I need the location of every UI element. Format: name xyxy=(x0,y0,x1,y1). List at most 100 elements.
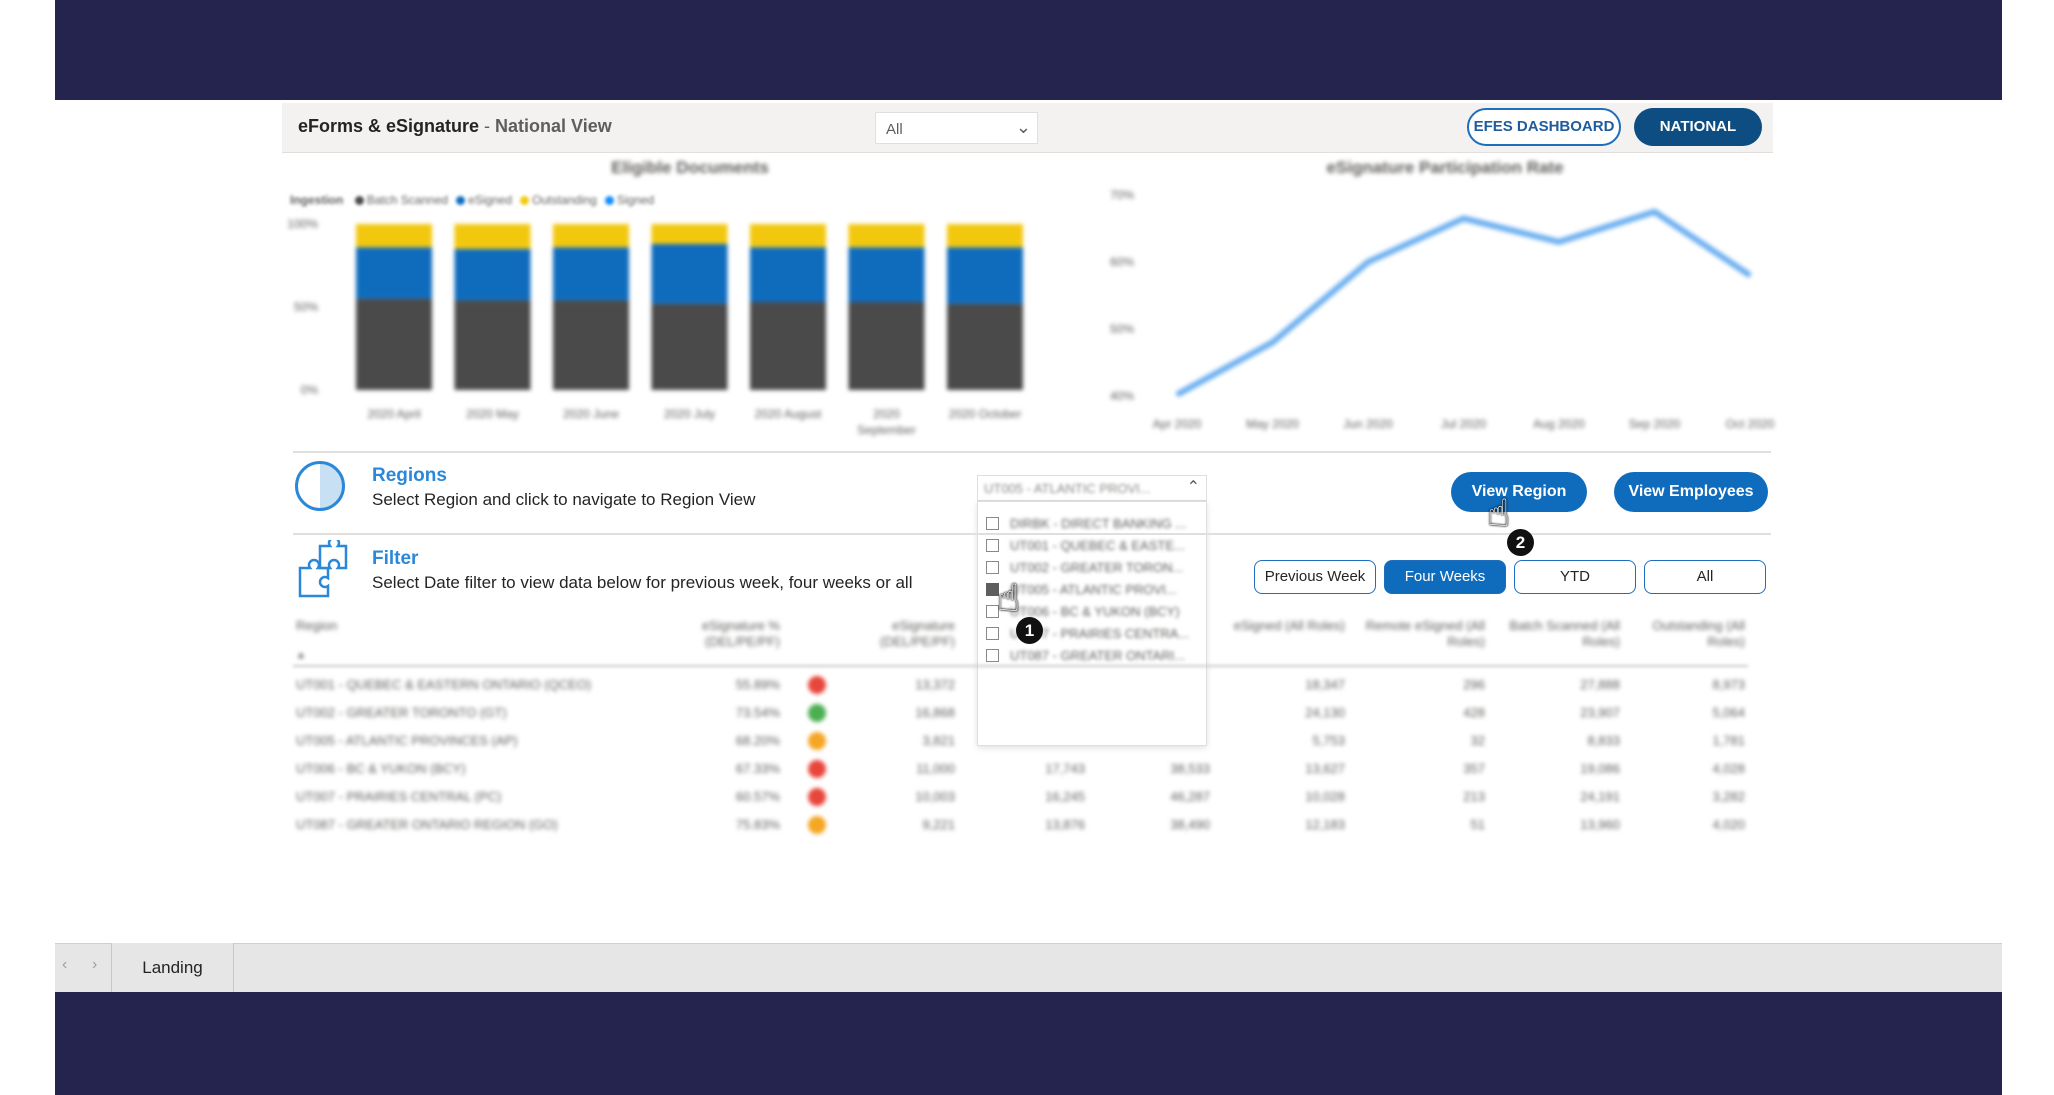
view-employees-button[interactable]: View Employees xyxy=(1614,472,1768,512)
filter-heading: Filter xyxy=(372,548,419,569)
header-filter-value: All xyxy=(886,121,903,138)
data-point xyxy=(1462,217,1465,220)
table-cell-c5: 46,287 xyxy=(1170,789,1210,804)
table-cell-outstanding: 1,781 xyxy=(1712,733,1745,748)
region-dropdown-list: DIRBK - DIRECT BANKING ... UT001 - QUEBEC… xyxy=(977,501,1207,746)
tab-prev-arrow-icon[interactable]: ‹ xyxy=(62,956,68,973)
bar-segment xyxy=(553,300,629,390)
x-tick-label: May 2020 xyxy=(1246,417,1299,431)
col-header-batch[interactable]: Batch Scanned (All Roles) xyxy=(1509,618,1620,649)
view-region-button[interactable]: View Region xyxy=(1451,472,1587,512)
table-cell-esigned: 12,183 xyxy=(1305,817,1345,832)
efes-dashboard-button[interactable]: EFES DASHBOARD xyxy=(1467,108,1621,146)
region-option-label: UT002 - GREATER TORON... xyxy=(1010,560,1184,575)
regions-description: Select Region and click to navigate to R… xyxy=(372,490,756,509)
table-cell-c5: 38,533 xyxy=(1170,761,1210,776)
line-chart-title: eSignature Participation Rate xyxy=(1326,158,1564,177)
data-point xyxy=(1653,210,1656,213)
region-option[interactable]: UT001 - QUEBEC & EASTE... xyxy=(986,536,1201,556)
tab-landing[interactable]: Landing xyxy=(111,943,234,992)
x-tick-label: 2020 May xyxy=(466,407,519,421)
table-cell-c5: 38,490 xyxy=(1170,817,1210,832)
region-option[interactable]: UT087 - GREATER ONTARI... xyxy=(986,646,1201,666)
region-option-label: UT001 - QUEBEC & EASTE... xyxy=(1010,538,1185,553)
table-cell-region: UT007 - PRAIRIES CENTRAL (PC) xyxy=(296,789,502,804)
bar-segment xyxy=(947,303,1023,390)
table-cell-esig: 9,221 xyxy=(922,817,955,832)
region-option[interactable]: UT002 - GREATER TORON... xyxy=(986,558,1201,578)
y-tick-label: 0% xyxy=(301,383,319,397)
table-cell-esig: 11,000 xyxy=(916,761,955,776)
table-cell-esig: 16,868 xyxy=(915,705,955,720)
table-cell-region: UT001 - QUEBEC & EASTERN ONTARIO (QCEO) xyxy=(296,677,592,692)
table-cell-region: UT006 - BC & YUKON (BCY) xyxy=(296,761,466,776)
table-cell-region: UT087 - GREATER ONTARIO REGION (GO) xyxy=(296,817,558,832)
table-cell-outstanding: 8,973 xyxy=(1712,677,1745,692)
checkbox-icon[interactable] xyxy=(986,583,999,596)
region-option[interactable]: UT006 - BC & YUKON (BCY) xyxy=(986,602,1201,622)
four-weeks-button[interactable]: Four Weeks xyxy=(1384,560,1506,594)
page-title: eForms & eSignature - National View xyxy=(298,116,612,137)
puzzle-filter-icon xyxy=(298,540,348,598)
tab-next-arrow-icon[interactable]: › xyxy=(92,956,98,973)
checkbox-icon[interactable] xyxy=(986,649,999,662)
bar-segment xyxy=(454,224,531,249)
table-cell-pct: 60.57% xyxy=(735,789,780,804)
checkbox-icon[interactable] xyxy=(986,605,999,618)
y-tick-label: 40% xyxy=(1110,389,1134,403)
legend-items: Batch Scanned eSigned Outstanding Signed xyxy=(347,193,655,207)
series-line xyxy=(1175,208,1752,398)
step-marker-1: 1 xyxy=(1016,617,1043,644)
table-cell-outstanding: 3,282 xyxy=(1712,789,1745,804)
table-cell-region: UT002 - GREATER TORONTO (GT) xyxy=(296,705,507,720)
checkbox-icon[interactable] xyxy=(986,627,999,640)
chevron-up-icon: ⌃ xyxy=(1186,479,1200,496)
all-button[interactable]: All xyxy=(1644,560,1766,594)
table-cell-esigned: 5,753 xyxy=(1312,733,1345,748)
page-margin-left xyxy=(0,0,55,1095)
col-header-remote[interactable]: Remote eSigned (All Roles) xyxy=(1365,618,1485,649)
legend-label: Outstanding xyxy=(532,193,597,207)
bar-segment xyxy=(553,247,629,301)
y-tick-label: 50% xyxy=(294,300,318,314)
x-tick-label: Jul 2020 xyxy=(1441,417,1487,431)
legend-label: Batch Scanned xyxy=(366,193,449,207)
bar-chart-legend: Ingestion Batch Scanned eSigned Outstandin… xyxy=(290,193,654,207)
table-cell-esigned: 24,130 xyxy=(1305,705,1345,720)
legend-title: Ingestion xyxy=(290,193,344,207)
ytd-button[interactable]: YTD xyxy=(1514,560,1636,594)
table-cell-c4: 16,245 xyxy=(1045,789,1085,804)
col-header-region[interactable]: Region xyxy=(296,618,338,633)
data-point xyxy=(1558,240,1560,243)
region-option[interactable]: UT005 - ATLANTIC PROVI... xyxy=(986,580,1201,600)
table-cell-c4: 13,876 xyxy=(1045,817,1085,832)
bar-segment xyxy=(848,247,925,303)
checkbox-icon[interactable] xyxy=(986,539,999,552)
bar-segment xyxy=(947,224,1023,248)
region-select[interactable]: UT005 - ATLANTIC PROVI... ⌃ xyxy=(977,475,1207,501)
col-header-outstanding[interactable]: Outstanding (All Roles) xyxy=(1652,618,1746,649)
bar-segment xyxy=(454,248,531,301)
region-option[interactable]: UT007 - PRAIRIES CENTRA... xyxy=(986,624,1201,644)
checkbox-icon[interactable] xyxy=(986,517,999,530)
legend-swatch xyxy=(456,196,466,206)
header-filter-select[interactable]: All ⌄ xyxy=(875,112,1038,144)
legend-label: Signed xyxy=(616,193,655,207)
section-divider xyxy=(293,451,1771,453)
table-cell-region: UT005 - ATLANTIC PROVINCES (AP) xyxy=(296,733,518,748)
table-cell-esigned: 13,627 xyxy=(1305,761,1345,776)
col-header-esig-pct[interactable]: eSignature % (DEL/PE/PF) xyxy=(701,618,780,649)
checkbox-icon[interactable] xyxy=(986,561,999,574)
bar-segment xyxy=(454,300,531,390)
table-cell-outstanding: 4,028 xyxy=(1712,761,1745,776)
table-cell-batch: 24,191 xyxy=(1580,789,1620,804)
col-header-esig[interactable]: eSignature (DEL/PE/PF) xyxy=(879,618,955,649)
regions-heading: Regions xyxy=(372,465,447,486)
region-option[interactable]: DIRBK - DIRECT BANKING ... xyxy=(986,514,1201,534)
legend-swatch xyxy=(354,196,364,206)
col-header-esigned[interactable]: eSigned (All Roles) xyxy=(1233,618,1345,633)
bar-segment xyxy=(356,224,432,248)
previous-week-button[interactable]: Previous Week xyxy=(1254,560,1376,594)
table-header-divider xyxy=(293,665,1748,667)
national-button[interactable]: NATIONAL xyxy=(1634,108,1762,146)
